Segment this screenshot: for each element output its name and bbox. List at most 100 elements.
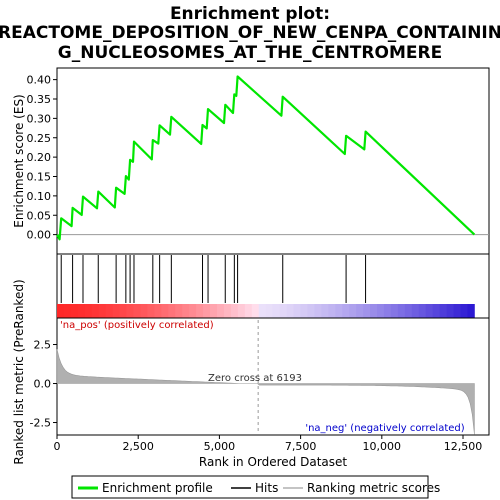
colorbar-segment: [307, 304, 315, 318]
chart-subtitle-line-2: G_NUCLEOSOMES_AT_THE_CENTROMERE: [58, 43, 442, 63]
colorbar-segment: [314, 304, 322, 318]
colorbar-segment: [168, 304, 176, 318]
y-tick-label-bottom: 0.0: [34, 378, 52, 391]
es-panel-frame: [56, 67, 490, 255]
y-tick-label-top: 0.20: [27, 151, 52, 164]
legend-hits-label: Hits: [255, 481, 278, 495]
colorbar-segment: [237, 304, 246, 318]
es-panel-layer: [56, 75, 489, 241]
y-tick-label-bottom: 2.5: [34, 339, 52, 352]
legend-box: [71, 475, 429, 499]
colorbar-segment: [328, 304, 336, 318]
colorbar-segment: [112, 304, 121, 318]
colorbar-segment: [356, 304, 364, 318]
colorbar-segment: [418, 304, 427, 318]
colorbar-segment: [349, 304, 357, 318]
x-axis-label: Rank in Ordered Dataset: [199, 455, 347, 469]
colorbar-segment: [119, 304, 127, 318]
y-tick-label-top: 0.35: [27, 93, 52, 106]
colorbar-segment: [286, 304, 294, 318]
colorbar-segment: [182, 304, 190, 318]
colorbar-segment: [230, 304, 239, 318]
colorbar-segment: [453, 304, 461, 318]
colorbar-segment: [140, 304, 148, 318]
pos-correlated-label: 'na_pos' (positively correlated): [60, 320, 214, 331]
y-tick-label-top: 0.30: [27, 112, 52, 125]
zero-cross-label: Zero cross at 6193: [208, 373, 302, 384]
colorbar-segment: [272, 304, 281, 318]
x-tick-label: 7,500: [285, 440, 317, 453]
colorbar-segment: [467, 304, 475, 318]
x-tick-label: 10,000: [363, 440, 402, 453]
y-tick-label-top: 0.40: [27, 74, 52, 87]
colorbar-segment: [57, 304, 65, 318]
colorbar-segment: [216, 304, 225, 318]
colorbar-segment: [147, 304, 155, 318]
colorbar-segment: [363, 304, 371, 318]
colorbar-segment: [258, 304, 267, 318]
colorbar-segment: [189, 304, 197, 318]
es-profile-line: [56, 75, 476, 241]
colorbar-segment: [390, 304, 399, 318]
colorbar-segment: [126, 304, 134, 318]
colorbar-segment: [70, 304, 79, 318]
y-tick-label-top: 0.05: [27, 209, 52, 222]
y-axis-label-top: Enrichment score (ES): [12, 94, 26, 227]
colorbar-segment: [383, 304, 392, 318]
ranking-metric-area: [56, 349, 475, 435]
colorbar-segment: [425, 304, 434, 318]
metric-panel-frame: [56, 317, 490, 436]
hits-layer: [60, 255, 367, 303]
metric-layer: [56, 320, 475, 435]
y-tick-label-top: 0.10: [27, 190, 52, 203]
y-tick-label-top: 0.00: [27, 229, 52, 242]
colorbar-segment: [63, 304, 72, 318]
colorbar-segment: [342, 304, 350, 318]
colorbar-segment: [84, 304, 93, 318]
colorbar-segment: [460, 304, 468, 318]
colorbar-segment: [161, 304, 169, 318]
colorbar-segment: [196, 304, 204, 318]
colorbar-segment: [133, 304, 141, 318]
colorbar-segment: [300, 304, 308, 318]
colorbar-segment: [279, 304, 287, 318]
colorbar-segment: [370, 304, 378, 318]
colorbar-segment: [154, 304, 162, 318]
y-tick-label-top: 0.15: [27, 171, 52, 184]
colorbar-segment: [244, 304, 253, 318]
colorbar-segment: [446, 304, 454, 318]
colorbar-segment: [251, 304, 260, 318]
colorbar-segment: [265, 304, 274, 318]
colorbar-segment: [203, 304, 211, 318]
chart-title: Enrichment plot:: [170, 4, 330, 24]
chart-subtitle-line-1: REACTOME_DEPOSITION_OF_NEW_CENPA_CONTAIN…: [0, 23, 500, 43]
colorbar-segment: [77, 304, 86, 318]
colorbar-segment: [439, 304, 447, 318]
neg-correlated-label: 'na_neg' (negatively correlated): [305, 423, 464, 434]
y-tick-label-top: 0.25: [27, 132, 52, 145]
colorbar-segment: [91, 304, 100, 318]
colorbar-segment: [223, 304, 232, 318]
colorbar-segment: [98, 304, 107, 318]
colorbar-segment: [335, 304, 343, 318]
colorbar-segment: [376, 304, 385, 318]
y-axis-label-bottom: Ranked list metric (PreRanked): [12, 279, 26, 464]
legend-metric-label: Ranking metric scores: [307, 481, 440, 495]
colorbar-segment: [397, 304, 406, 318]
ranking-colorbar: [57, 304, 475, 318]
colorbar-segment: [411, 304, 420, 318]
x-tick-label: 12,500: [444, 440, 483, 453]
y-tick-label-bottom: -2.5: [30, 417, 51, 430]
legend-es-label: Enrichment profile: [102, 481, 213, 495]
colorbar-segment: [321, 304, 329, 318]
colorbar-segment: [175, 304, 183, 318]
colorbar-segment: [293, 304, 301, 318]
colorbar-segment: [105, 304, 114, 318]
colorbar-segment: [210, 304, 218, 318]
colorbar-segment: [432, 304, 441, 318]
x-tick-label: 0: [54, 440, 61, 453]
x-tick-label: 5,000: [204, 440, 236, 453]
colorbar-segment: [404, 304, 413, 318]
x-tick-label: 2,500: [122, 440, 154, 453]
